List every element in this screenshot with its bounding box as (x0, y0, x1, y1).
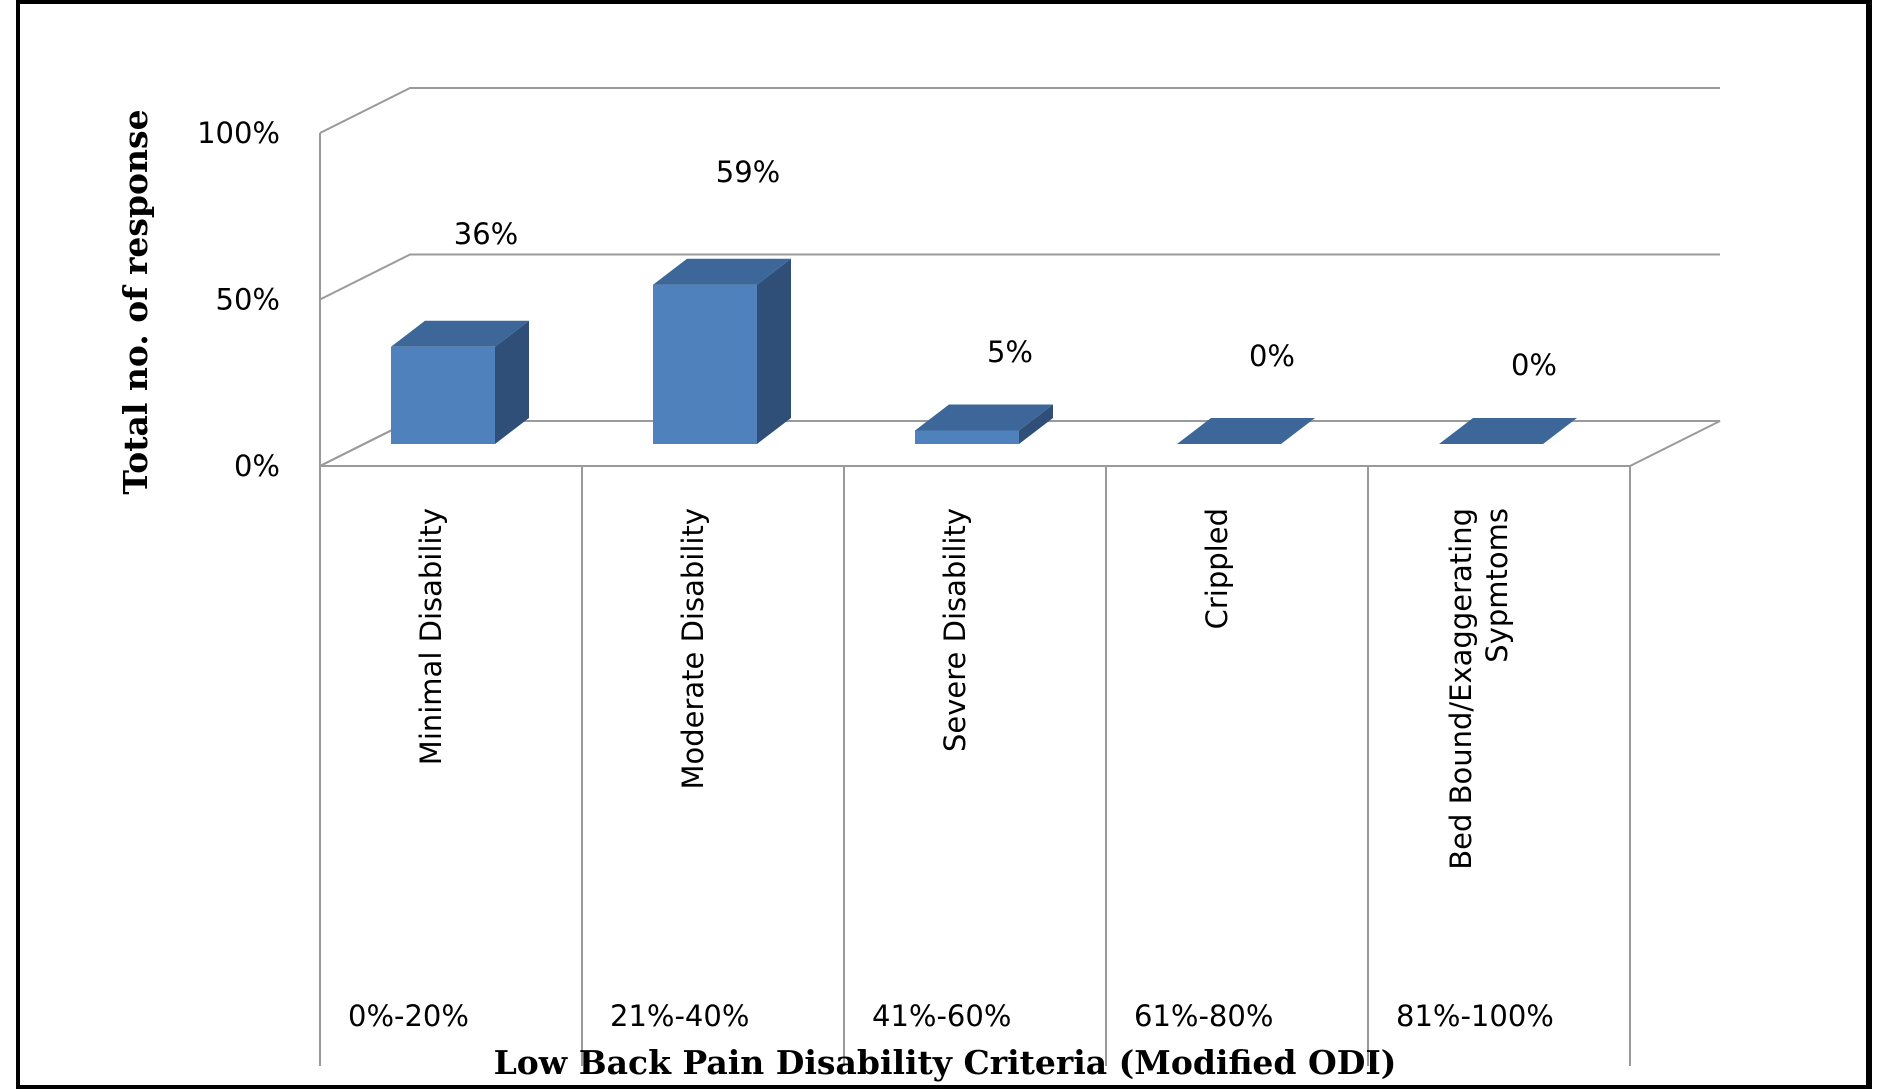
outer-border (16, 0, 1872, 1089)
data-label-0: 36% (454, 217, 518, 251)
bar-side (1019, 404, 1053, 444)
range-label-3: 61%-80% (1134, 999, 1273, 1033)
bar-top (1177, 418, 1315, 444)
bar-top (391, 320, 529, 347)
outer-border-right (1866, 2, 1869, 1087)
y-axis-title: Total no. of response (116, 109, 155, 494)
bar-front (653, 284, 757, 444)
bar-top (915, 404, 1053, 431)
y-tick-label-2: 100% (197, 116, 280, 150)
range-label-4: 81%-100% (1396, 999, 1554, 1033)
bar-1 (653, 258, 791, 444)
data-label-4: 0% (1511, 348, 1557, 382)
bar-top (653, 258, 791, 285)
bar-top (1439, 418, 1577, 444)
bar-3 (1177, 418, 1315, 444)
range-label-2: 41%-60% (872, 999, 1011, 1033)
y-tick-label-0: 0% (234, 449, 280, 483)
bars (391, 258, 1577, 444)
bar-2 (915, 404, 1053, 444)
category-label-4-1: Sypmtoms (1480, 508, 1514, 663)
bar-4 (1439, 418, 1577, 444)
bar-side (757, 258, 791, 444)
range-label-0: 0%-20% (348, 999, 469, 1033)
data-label-1: 59% (716, 155, 780, 189)
y-tick-label-1: 50% (216, 283, 280, 317)
bar-0 (391, 320, 529, 444)
gridline-2 (319, 87, 1720, 134)
bar-front (391, 346, 495, 444)
data-label-3: 0% (1249, 339, 1295, 373)
labels: 0% 50% 100% 36% Minimal Disability 0%-20% 59% M… (116, 109, 1557, 1082)
bar-front (915, 430, 1019, 444)
category-label-2-0: Severe Disability (938, 508, 972, 752)
gridline-1 (319, 253, 1720, 301)
x-axis-title: Low Back Pain Disability Criteria (Modif… (494, 1043, 1397, 1082)
range-label-1: 21%-40% (610, 999, 749, 1033)
category-label-3-0: Crippled (1200, 508, 1234, 629)
data-label-2: 5% (987, 335, 1033, 369)
category-label-1-0: Moderate Disability (676, 508, 710, 790)
category-label-4-0: Bed Bound/Exaggerating (1444, 508, 1478, 870)
category-label-0-0: Minimal Disability (414, 508, 448, 765)
bar-side (495, 320, 529, 444)
